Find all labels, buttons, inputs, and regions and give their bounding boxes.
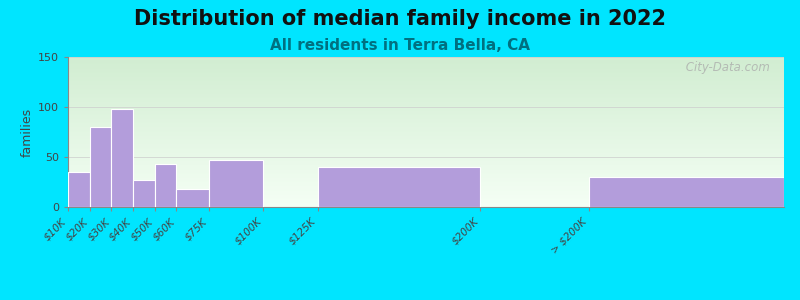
Text: All residents in Terra Bella, CA: All residents in Terra Bella, CA xyxy=(270,38,530,52)
Text: City-Data.com: City-Data.com xyxy=(682,61,770,74)
Bar xyxy=(111,109,133,207)
Bar xyxy=(154,164,177,207)
Bar xyxy=(318,167,480,207)
Bar xyxy=(589,177,784,207)
Bar xyxy=(133,180,154,207)
Bar xyxy=(209,160,263,207)
Bar xyxy=(68,172,90,207)
Bar xyxy=(177,189,209,207)
Y-axis label: families: families xyxy=(21,107,34,157)
Bar xyxy=(90,127,111,207)
Text: Distribution of median family income in 2022: Distribution of median family income in … xyxy=(134,9,666,29)
